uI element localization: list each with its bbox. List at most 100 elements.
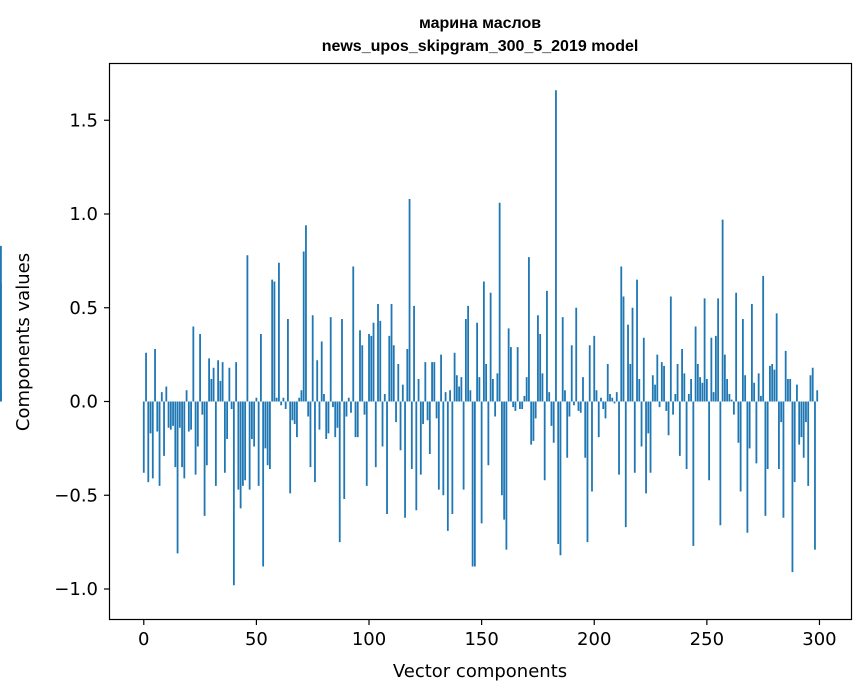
bar-4 bbox=[151, 401, 154, 479]
y-tick-label-1: −0.5 bbox=[54, 485, 98, 506]
bar-123 bbox=[419, 401, 422, 475]
bar-127 bbox=[428, 401, 431, 454]
bar-198 bbox=[588, 345, 591, 402]
bar-45 bbox=[244, 401, 247, 481]
bar-28 bbox=[205, 401, 208, 466]
y-tick-label-3: 0.5 bbox=[69, 298, 98, 319]
bar-242 bbox=[687, 394, 690, 402]
bar-259 bbox=[726, 379, 729, 402]
bar-240 bbox=[683, 373, 686, 402]
bar-257 bbox=[721, 219, 724, 402]
bar-37 bbox=[226, 401, 229, 439]
bar-263 bbox=[735, 292, 738, 402]
bar-293 bbox=[802, 401, 805, 458]
bar-66 bbox=[291, 401, 294, 421]
bar-228 bbox=[656, 354, 659, 402]
bar-5 bbox=[154, 349, 156, 402]
bar-214 bbox=[624, 401, 627, 528]
bar-85 bbox=[334, 401, 337, 438]
bar-78 bbox=[318, 401, 321, 430]
x-tick-label-0: 0 bbox=[138, 629, 149, 650]
bar-212 bbox=[620, 266, 623, 402]
bar-24 bbox=[196, 401, 199, 447]
bar-151 bbox=[482, 281, 485, 402]
bar-81 bbox=[325, 401, 328, 439]
bar-95 bbox=[356, 401, 359, 438]
bar-91 bbox=[347, 397, 350, 402]
bar-201 bbox=[595, 390, 598, 402]
bar-94 bbox=[354, 401, 357, 438]
bar-143 bbox=[464, 319, 467, 402]
bar-193 bbox=[577, 401, 580, 411]
bar-217 bbox=[631, 307, 634, 402]
bar-274 bbox=[760, 395, 762, 402]
bar-222 bbox=[642, 337, 645, 402]
bar-272 bbox=[755, 401, 758, 464]
bar-92 bbox=[350, 401, 352, 413]
bar-53 bbox=[262, 401, 265, 567]
bar-178 bbox=[543, 401, 546, 481]
bar-82 bbox=[327, 401, 330, 434]
bar-191 bbox=[573, 401, 575, 406]
bar-157 bbox=[496, 373, 499, 402]
bar-289 bbox=[793, 401, 796, 483]
bar-269 bbox=[748, 401, 751, 449]
x-tick-label-50: 50 bbox=[245, 629, 268, 650]
bar-1 bbox=[145, 352, 147, 402]
bar-61 bbox=[280, 401, 283, 406]
bar-189 bbox=[568, 401, 571, 417]
bar-299 bbox=[816, 390, 819, 402]
bar-58 bbox=[273, 281, 276, 402]
bar-68 bbox=[296, 401, 298, 438]
bar-267 bbox=[744, 375, 747, 402]
bar-284 bbox=[782, 401, 785, 518]
bar-51 bbox=[257, 401, 260, 486]
bar-96 bbox=[359, 330, 361, 402]
bar-31 bbox=[212, 367, 215, 402]
bar-69 bbox=[298, 397, 301, 402]
bar-79 bbox=[320, 341, 323, 402]
bar-98 bbox=[363, 401, 366, 415]
bar-105 bbox=[379, 320, 382, 402]
bar-145 bbox=[469, 390, 472, 402]
bar-283 bbox=[780, 401, 783, 423]
bar-21 bbox=[190, 401, 192, 430]
bar-243 bbox=[690, 379, 692, 402]
bar-292 bbox=[800, 401, 803, 438]
bar-168 bbox=[521, 401, 524, 409]
bar-32 bbox=[214, 401, 217, 486]
bar-142 bbox=[462, 401, 465, 490]
bar-262 bbox=[732, 401, 735, 415]
bar-2 bbox=[147, 401, 150, 483]
bar-184 bbox=[557, 401, 560, 544]
bar-56 bbox=[269, 401, 271, 469]
bar-30 bbox=[210, 379, 213, 402]
bar-238 bbox=[678, 401, 681, 456]
bar-231 bbox=[663, 365, 665, 402]
bar-43 bbox=[239, 401, 242, 509]
bar-173 bbox=[532, 401, 535, 441]
bar-253 bbox=[712, 392, 715, 402]
bar-117 bbox=[406, 349, 409, 402]
bar-225 bbox=[649, 401, 652, 473]
bars-group bbox=[0, 90, 819, 586]
bar-171 bbox=[528, 257, 530, 402]
bar-49 bbox=[253, 401, 256, 447]
bar-135 bbox=[446, 401, 449, 531]
bar-103 bbox=[374, 401, 377, 468]
bar-41 bbox=[235, 362, 238, 402]
bar-54 bbox=[264, 401, 267, 449]
bar-265 bbox=[739, 401, 742, 492]
bar-99 bbox=[365, 401, 368, 486]
bar-129 bbox=[433, 362, 436, 402]
bar-62 bbox=[282, 397, 285, 402]
bar-169 bbox=[523, 395, 526, 402]
y-tick-label-5: 1.5 bbox=[69, 110, 98, 131]
bar-177 bbox=[541, 373, 544, 402]
bar-252 bbox=[710, 337, 713, 402]
bar-133 bbox=[442, 401, 445, 496]
bar-107 bbox=[383, 394, 386, 402]
bar-114 bbox=[399, 401, 402, 451]
bar-154 bbox=[489, 292, 492, 402]
bar-221 bbox=[640, 401, 643, 447]
